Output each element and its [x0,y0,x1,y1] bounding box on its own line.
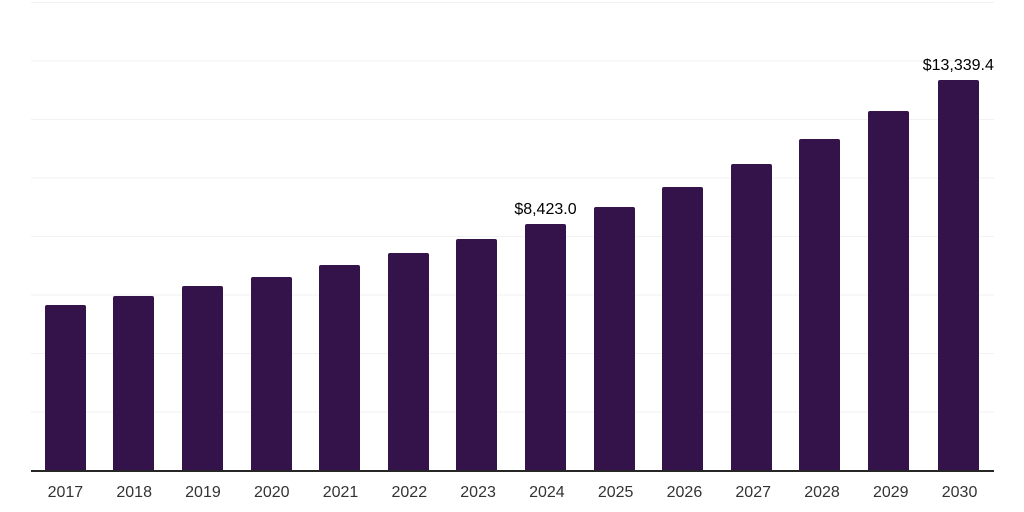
x-tick-label: 2019 [185,484,221,501]
x-tick-label: 2017 [47,484,84,501]
bar [319,264,361,470]
bar-slot [237,276,306,470]
x-tick-label: 2022 [391,484,428,501]
bar-slot [168,286,237,470]
plot-area: $8,423.0 $13,339.4 [31,2,994,472]
bar [524,223,566,470]
bar-slot [374,252,443,470]
bar [44,304,86,470]
bar [250,276,292,470]
x-axis-labels: 2017 2018 2019 2020 2021 2022 2023 2024 2025 2026… [31,472,994,502]
bar [113,296,155,470]
data-label: $13,339.4 [922,56,994,74]
bar-slot [443,239,512,470]
bar [937,79,979,470]
bars-container: $8,423.0 $13,339.4 [31,2,994,470]
x-tick-label: 2027 [735,484,771,501]
x-tick-label: 2023 [460,484,496,501]
bar-slot: $13,339.4 [922,56,994,470]
bar-slot [717,163,786,470]
x-tick-label: 2028 [804,484,840,501]
bar-slot [305,264,374,470]
x-tick-label: 2021 [322,484,359,501]
x-tick-label: 2030 [941,484,978,501]
bar [867,111,909,470]
x-tick-label: 2020 [253,484,290,501]
bar-slot [786,139,855,470]
bar [456,239,498,470]
bar-slot [854,111,923,470]
x-tick-label: 2025 [597,484,634,501]
x-tick-label: 2029 [872,484,909,501]
bar [662,186,704,470]
bar [593,207,635,470]
x-tick-label: 2024 [529,484,565,501]
bar-slot [100,296,169,470]
bar [799,139,841,470]
bar [387,252,429,470]
bar-slot [31,304,100,470]
x-tick-label: 2026 [666,484,703,501]
bar [181,286,223,470]
x-tick-label: 2018 [116,484,152,501]
bar-slot [580,207,649,470]
data-label: $8,423.0 [514,200,577,218]
bar-slot: $8,423.0 [511,200,580,470]
bar-slot [648,186,717,470]
bar [730,163,772,470]
